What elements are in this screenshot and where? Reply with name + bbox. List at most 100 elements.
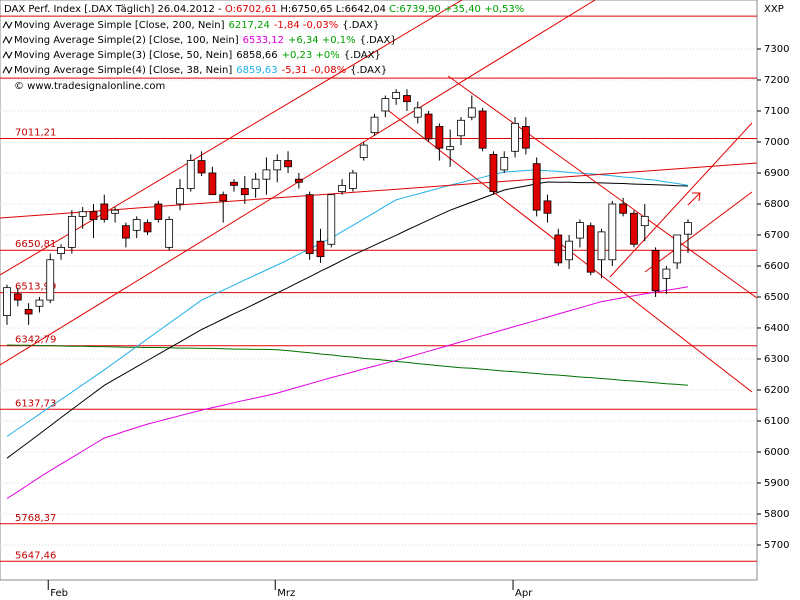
legend-name: Moving Average Simple(3) [Close, 50, Nei… xyxy=(14,50,232,61)
candle-body xyxy=(122,225,130,239)
y-tick-label: 5900 xyxy=(764,478,789,489)
candle-body xyxy=(132,219,141,231)
candle-body xyxy=(186,160,195,189)
candle-body xyxy=(370,116,379,134)
y-tick-label: 6100 xyxy=(764,416,789,427)
y-tick-label: 6800 xyxy=(764,199,789,210)
x-tick-label: Mrz xyxy=(277,588,295,599)
legend-entry: Moving Average Simple(2) [Close, 100, Ne… xyxy=(14,35,397,46)
candle-body xyxy=(651,250,660,292)
candle-body xyxy=(478,110,487,149)
candle-body xyxy=(565,240,573,261)
candle-body xyxy=(111,209,119,214)
level-label: 6513,99 xyxy=(15,282,56,293)
candle-body xyxy=(273,160,282,171)
legend-icon xyxy=(2,50,13,60)
candle-body xyxy=(586,225,595,273)
candle-body xyxy=(359,144,368,158)
candle-body xyxy=(500,157,509,171)
x-tick-label: Apr xyxy=(515,588,533,599)
level-label: 6650,81 xyxy=(15,239,56,250)
candle-body xyxy=(338,184,346,192)
candle-body xyxy=(662,268,671,279)
candle-body xyxy=(521,126,530,149)
y-tick-label: 7000 xyxy=(764,137,789,148)
y-tick-label: 7200 xyxy=(764,75,789,86)
y-tick-label: 6600 xyxy=(764,261,789,272)
legend-info: 6533,12 xyxy=(243,35,284,46)
candle-body xyxy=(154,203,163,220)
legend-info: -1,84 -0,03% xyxy=(274,20,338,31)
candle-body xyxy=(219,194,228,202)
y-tick-label: 6700 xyxy=(764,230,789,241)
candle-body xyxy=(208,172,217,196)
candle-body xyxy=(294,178,303,183)
level-label: 5647,46 xyxy=(15,550,56,561)
legend-info: 6859,63 xyxy=(236,65,277,76)
legend-name: Moving Average Simple(4) [Close, 38, Nei… xyxy=(14,65,232,76)
source: © www.tradesignalonline.com xyxy=(14,81,165,92)
candle-body xyxy=(630,212,638,245)
candle-body xyxy=(13,293,22,301)
candle-body xyxy=(392,91,401,99)
candle-body xyxy=(619,203,628,214)
candle-body xyxy=(197,160,206,174)
candle-body xyxy=(403,95,411,103)
legend-info: -5,31 -0,08% xyxy=(282,65,346,76)
y-tick-label: 5800 xyxy=(764,509,789,520)
moving-average xyxy=(6,286,689,499)
candle-body xyxy=(684,222,692,235)
trend-line xyxy=(447,75,758,299)
legend-info: {.DAX} xyxy=(350,65,387,76)
quote-part: C:6739,90 +35,40 +0,53% xyxy=(389,4,524,15)
legend-name: Moving Average Simple [Close, 200, Nein] xyxy=(14,20,225,31)
legend-info: 6217,24 xyxy=(228,20,269,31)
y-tick-label: 6000 xyxy=(764,447,789,458)
title-text: DAX Perf. Index [.DAX Täglich] 26.04.201… xyxy=(4,4,222,15)
trend-line xyxy=(609,122,753,278)
candle-body xyxy=(413,107,422,118)
candle-body xyxy=(554,234,563,264)
candle-body xyxy=(100,203,109,220)
candle-body xyxy=(35,299,44,307)
y-tick-label: 7100 xyxy=(764,106,789,117)
y-tick-label: 6300 xyxy=(764,354,789,365)
candle-body xyxy=(446,146,455,151)
y-tick-label: 7300 xyxy=(764,44,789,55)
candle-body xyxy=(597,231,606,261)
candle-body xyxy=(467,107,476,118)
legend-entry: Moving Average Simple(3) [Close, 50, Nei… xyxy=(14,50,381,61)
legend-info: {.DAX} xyxy=(342,20,379,31)
candle-body xyxy=(316,240,325,258)
candle-body xyxy=(640,215,649,227)
legend-icon xyxy=(2,35,13,45)
candle-body xyxy=(327,194,336,245)
candle-body xyxy=(576,222,584,239)
candle-body xyxy=(284,160,292,168)
legend-info: +0,23 +0% xyxy=(282,50,340,61)
legend-info: {.DAX} xyxy=(344,50,381,61)
legend-name: Moving Average Simple(2) [Close, 100, Ne… xyxy=(14,35,239,46)
y-tick-label: 5700 xyxy=(764,540,789,551)
trend-line xyxy=(0,0,463,276)
candle-body xyxy=(78,211,87,217)
candle-body xyxy=(532,163,541,211)
moving-average xyxy=(6,181,689,459)
candle-body xyxy=(543,200,552,214)
y-tick-label: 6200 xyxy=(764,385,789,396)
level-label: 7011,21 xyxy=(15,128,56,139)
candle-body xyxy=(230,181,238,186)
candle-body xyxy=(24,308,33,315)
legend-info: +6,34 +0,1% xyxy=(288,35,356,46)
legend-icon xyxy=(2,20,13,30)
candle-body xyxy=(381,98,390,112)
legend-info: 6858,66 xyxy=(236,50,277,61)
candle-body xyxy=(251,178,260,189)
trend-line xyxy=(644,191,753,273)
level-label: 5768,37 xyxy=(15,513,56,524)
level-label: 6137,73 xyxy=(15,398,56,409)
candle-body xyxy=(176,188,184,205)
candle-body xyxy=(46,259,55,301)
